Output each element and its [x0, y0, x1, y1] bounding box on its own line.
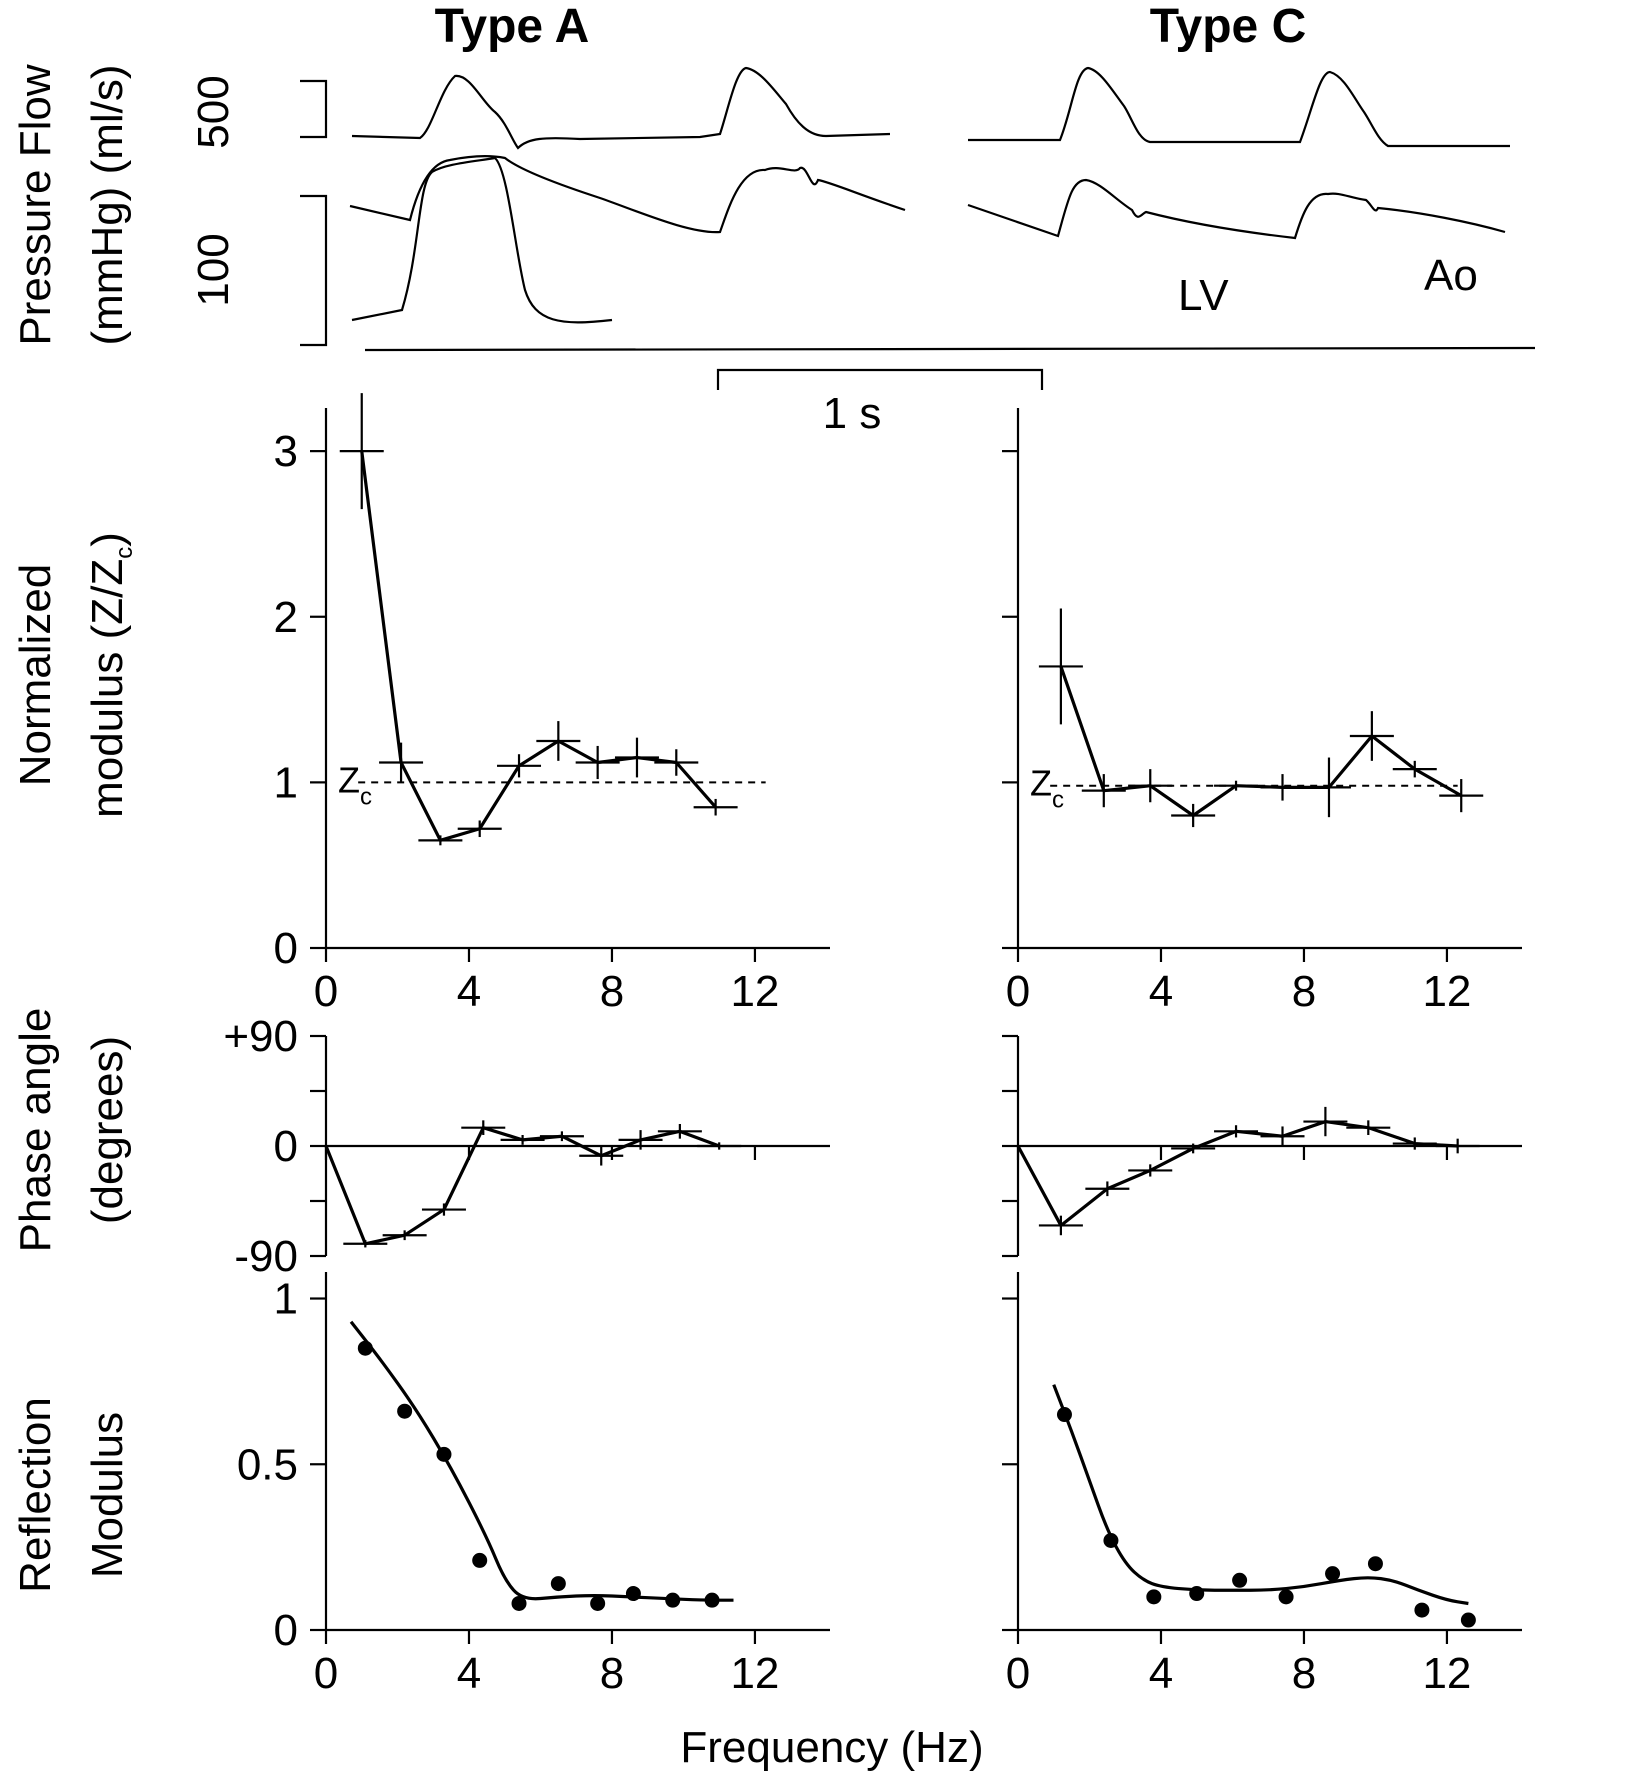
- phase-label-line2: (degrees): [83, 1036, 132, 1224]
- x-tick-label: 12: [730, 1649, 779, 1698]
- zc-label: Zc: [1030, 763, 1064, 814]
- x-tick-label: 12: [730, 967, 779, 1016]
- y-tick-label: 3: [274, 427, 298, 476]
- x-tick-label: 12: [1422, 967, 1471, 1016]
- x-tick-label: 0: [314, 1649, 338, 1698]
- x-tick-label: 8: [600, 967, 624, 1016]
- data-point: [1189, 1586, 1205, 1602]
- time-scale-label: 1 s: [823, 389, 882, 438]
- data-point: [436, 1446, 452, 1462]
- x-tick-label: 0: [1006, 1649, 1030, 1698]
- pressure-scale-label: 100: [189, 233, 238, 306]
- pressure-scale-bracket: [300, 194, 328, 347]
- data-point: [1325, 1566, 1341, 1582]
- data-point: [1056, 1407, 1072, 1423]
- y-tick-label: 0: [274, 1606, 298, 1655]
- reflection-label-line1: Reflection: [11, 1397, 60, 1593]
- fit-curve: [349, 1320, 734, 1602]
- flow-scale-bracket: [300, 79, 328, 139]
- zc-label: Zc: [338, 759, 372, 810]
- modulus-label-line2: modulus (Z/Zc): [83, 532, 138, 818]
- data-point: [1460, 1612, 1476, 1628]
- ao-label: Ao: [1424, 251, 1478, 300]
- y-tick-label: 1: [274, 1275, 298, 1324]
- data-point: [704, 1592, 720, 1608]
- data-point: [511, 1595, 527, 1611]
- x-tick-label: 4: [457, 967, 481, 1016]
- flow-scale-label: 500: [189, 75, 238, 148]
- y-tick-label: 1: [274, 758, 298, 807]
- y-tick-label: +90: [223, 1012, 298, 1061]
- data-point: [357, 1340, 373, 1356]
- time-scale-bar: [716, 368, 1044, 390]
- data-point: [397, 1403, 413, 1419]
- data-point: [625, 1586, 641, 1602]
- panel-reflection-type-c: 0 4 8 12: [1002, 1272, 1522, 1698]
- lv-label: LV: [1178, 271, 1229, 320]
- y-tick-label: 0.5: [237, 1440, 298, 1489]
- x-tick-label: 8: [1292, 967, 1316, 1016]
- reflection-label-line2: Modulus: [83, 1412, 132, 1578]
- fit-curve: [1052, 1384, 1469, 1606]
- x-tick-label: 8: [1292, 1649, 1316, 1698]
- x-tick-label: 8: [600, 1649, 624, 1698]
- trace-baseline: [364, 346, 1536, 352]
- x-tick-label: 4: [1149, 1649, 1173, 1698]
- units-label: (mmHg) (ml/s): [83, 64, 132, 345]
- y-tick-label: 0: [274, 924, 298, 973]
- x-axis-label: Frequency (Hz): [680, 1723, 983, 1772]
- data-point: [1232, 1572, 1248, 1588]
- data-point: [590, 1595, 606, 1611]
- panel-phase-type-c: [1002, 1034, 1522, 1258]
- y-tick-label: 0: [274, 1122, 298, 1171]
- ao-trace-type-a: [349, 155, 906, 234]
- data-point: [1103, 1533, 1119, 1548]
- x-tick-label: 0: [314, 967, 338, 1016]
- panel-modulus-type-c: 0 4 8 12 Zc: [1002, 408, 1522, 1016]
- series-line: [360, 450, 717, 842]
- pressure-flow-label: Pressure Flow: [11, 64, 60, 345]
- data-point: [665, 1592, 681, 1608]
- data-point: [1278, 1589, 1294, 1605]
- data-point: [1146, 1589, 1162, 1605]
- pressure-flow-traces: [300, 66, 1536, 390]
- data-point: [550, 1576, 566, 1592]
- phase-label-line1: Phase angle: [11, 1008, 60, 1253]
- lv-trace-type-a: [351, 156, 613, 324]
- x-tick-label: 4: [457, 1649, 481, 1698]
- series-line: [1016, 1119, 1458, 1228]
- panel-phase-type-a: -90 0 +90: [223, 1012, 830, 1281]
- flow-trace-type-a: [351, 66, 891, 150]
- series-line: [1059, 665, 1463, 818]
- y-tick-label: 2: [274, 593, 298, 642]
- data-point: [1367, 1556, 1383, 1572]
- title-type-c: Type C: [1150, 0, 1306, 53]
- modulus-label-line1: Normalized: [11, 564, 60, 787]
- title-type-a: Type A: [435, 0, 590, 53]
- x-tick-label: 12: [1422, 1649, 1471, 1698]
- ao-trace-type-c: [967, 178, 1506, 240]
- data-point: [1414, 1602, 1430, 1618]
- data-point: [472, 1552, 488, 1568]
- x-tick-label: 0: [1006, 967, 1030, 1016]
- y-tick-label: -90: [234, 1232, 298, 1281]
- flow-trace-type-c: [968, 66, 1510, 148]
- panel-reflection-type-a: 0 0.5 1 0 4 8 12: [237, 1272, 830, 1698]
- x-tick-label: 4: [1149, 967, 1173, 1016]
